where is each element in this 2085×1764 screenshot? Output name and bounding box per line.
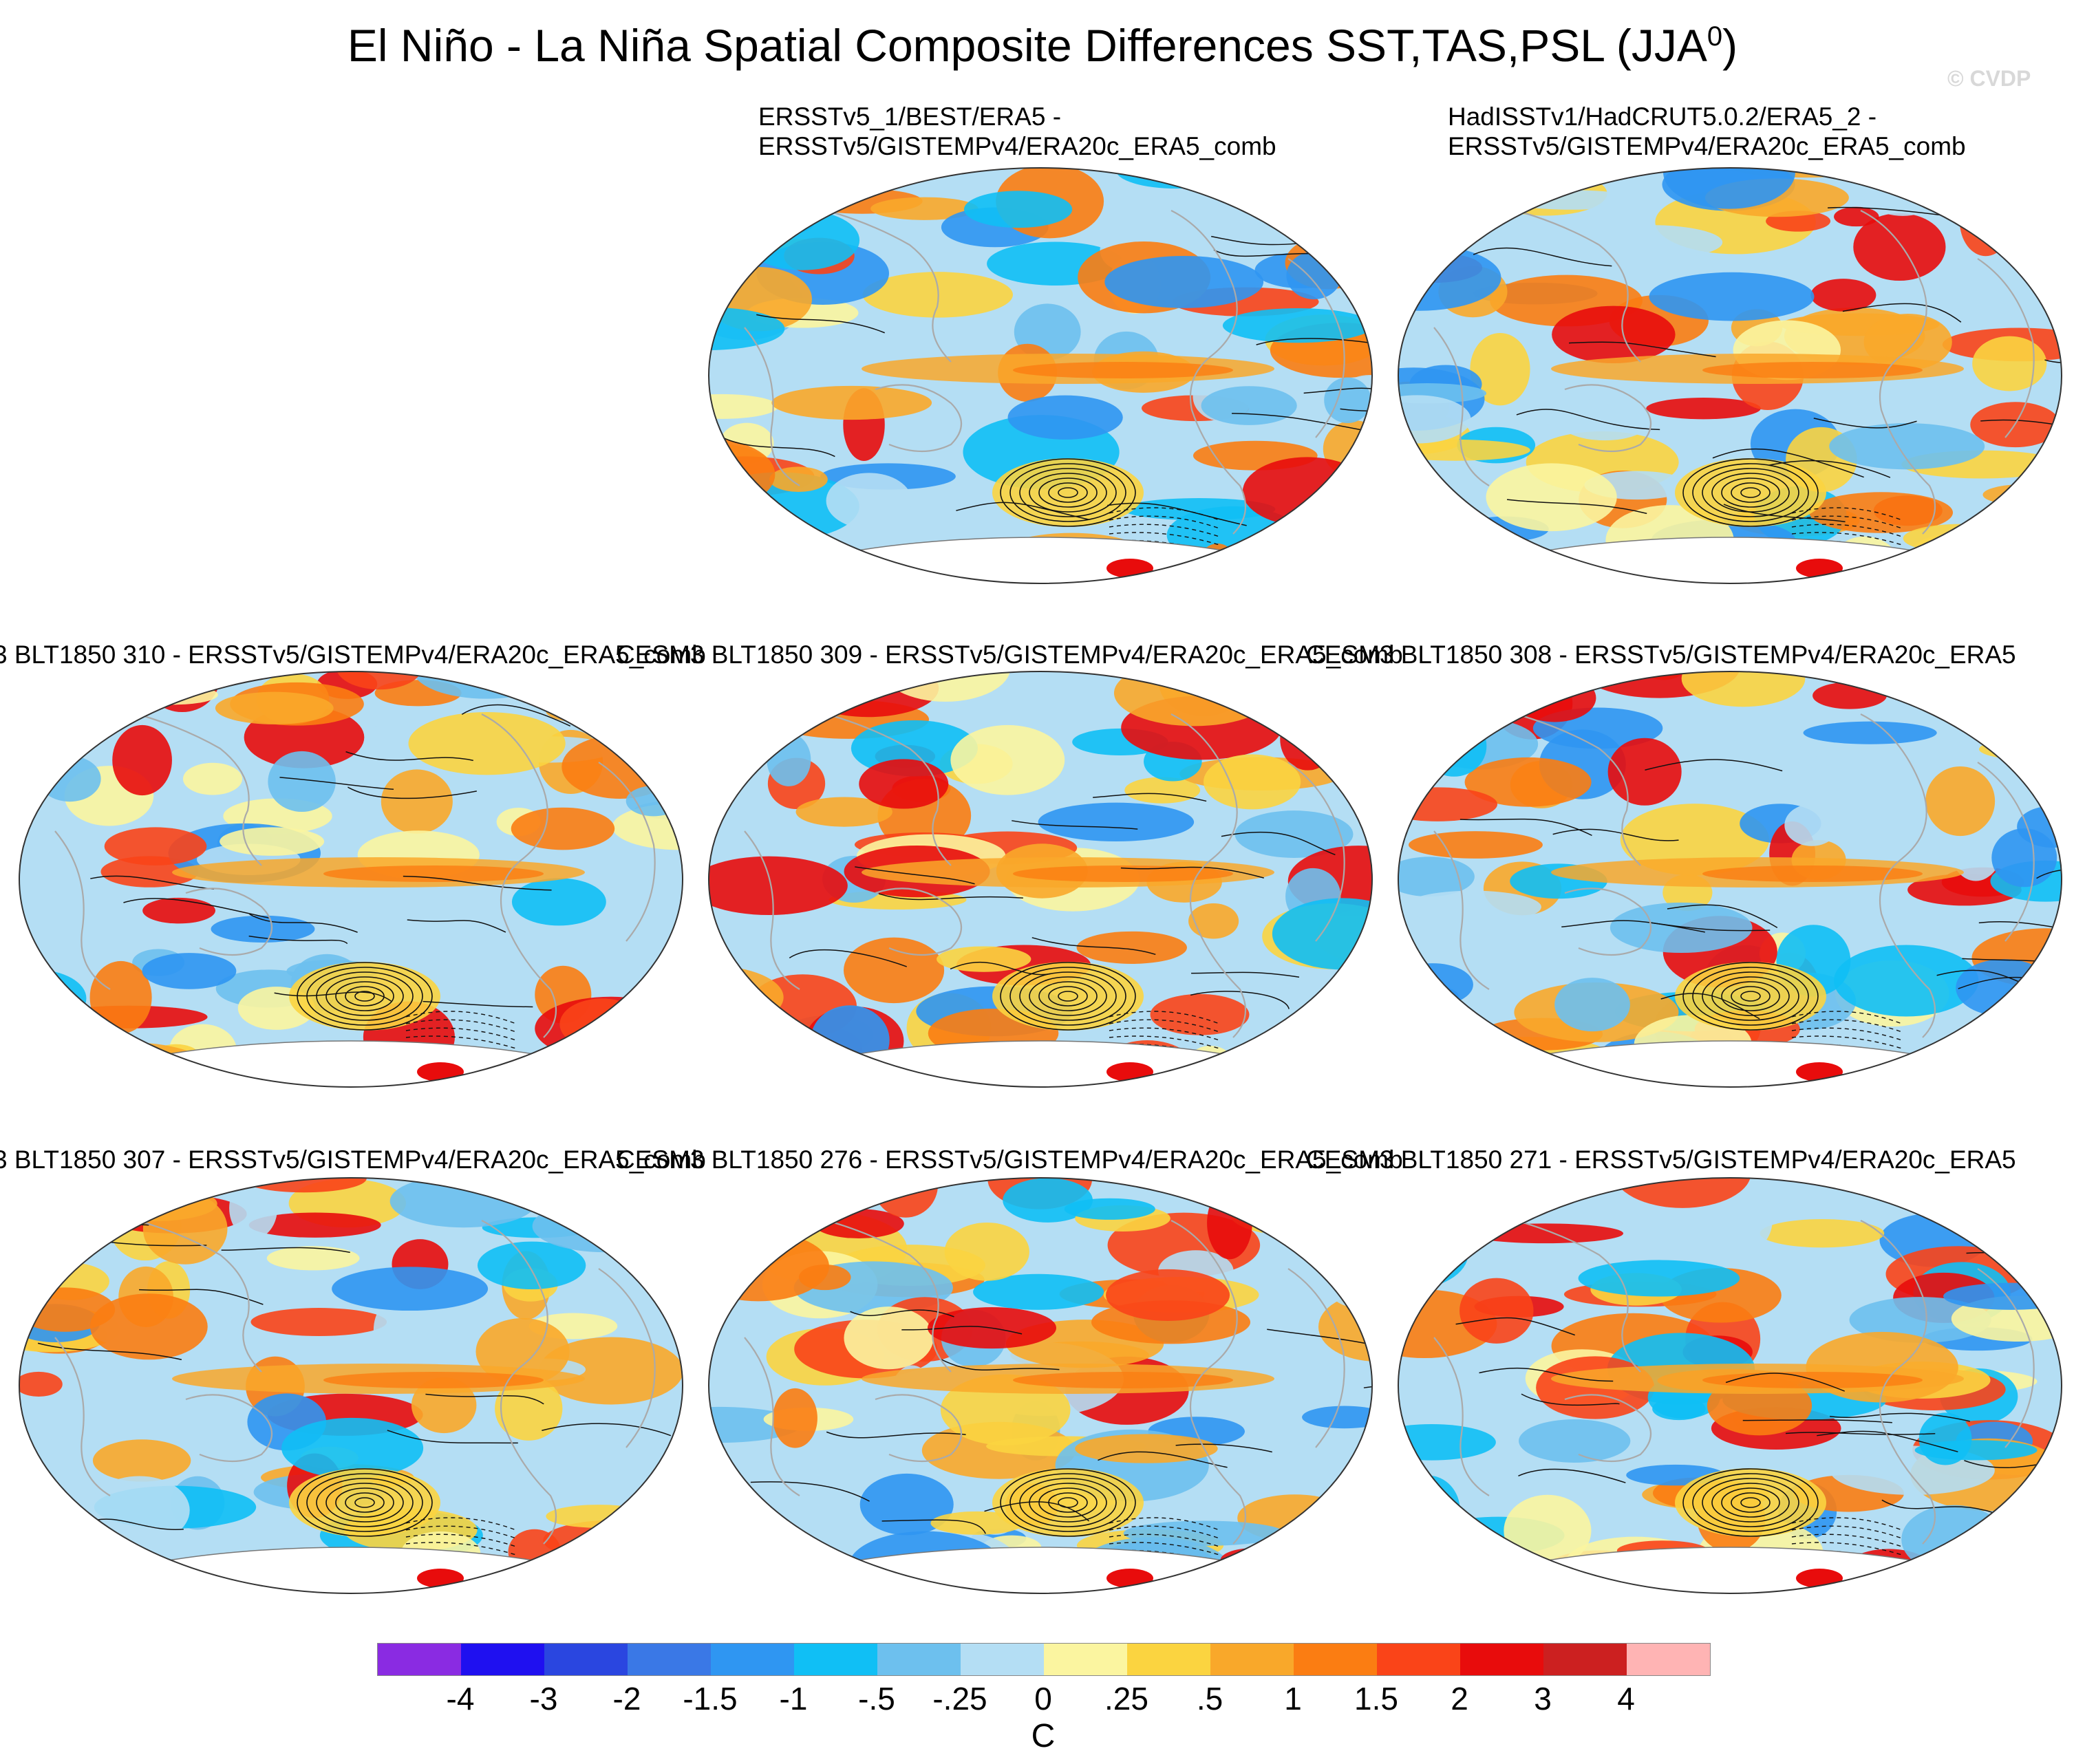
- globe-map: [1398, 671, 2062, 1088]
- colorbar-tick-label: 4: [1617, 1681, 1635, 1717]
- map-panel-1: [703, 162, 1378, 589]
- colorbar-unit-label: C: [1031, 1718, 1056, 1754]
- panel-label-7: CESM3 BLT1850 276 - ERSSTv5/GISTEMPv4/ER…: [617, 1145, 1403, 1174]
- colorbar-box: [1460, 1644, 1543, 1675]
- globe-map: [1398, 1177, 2062, 1594]
- globe-map: [19, 671, 683, 1088]
- globe-map: [19, 1177, 683, 1594]
- map-panel-5: [1393, 666, 2067, 1093]
- panel-label-1: ERSSTv5_1/BEST/ERA5 - ERSSTv5/GISTEMPv4/E…: [758, 103, 1276, 160]
- colorbar-box: [1543, 1644, 1627, 1675]
- copyright-watermark: © CVDP: [1947, 66, 2031, 91]
- colorbar-box: [1210, 1644, 1294, 1675]
- colorbar-tick-label: 2: [1451, 1681, 1468, 1717]
- map-panel-6: [14, 1172, 688, 1599]
- panel-label-6: 3 BLT1850 307 - ERSSTv5/GISTEMPv4/ERA20c…: [0, 1145, 706, 1174]
- colorbar-tick-label: 3: [1534, 1681, 1552, 1717]
- colorbar-box: [1044, 1644, 1127, 1675]
- colorbar-tick-label: -2: [612, 1681, 641, 1717]
- colorbar-box: [794, 1644, 877, 1675]
- colorbar-tick-label: .25: [1104, 1681, 1148, 1717]
- panel-label-2: HadISSTv1/HadCRUT5.0.2/ERA5_2 - ERSSTv5/G…: [1448, 103, 1966, 160]
- colorbar-box: [628, 1644, 711, 1675]
- colorbar-box: [1627, 1644, 1710, 1675]
- colorbar-tick-label: -1.5: [683, 1681, 738, 1717]
- colorbar-box: [1294, 1644, 1377, 1675]
- panel-label-4: CESM3 BLT1850 309 - ERSSTv5/GISTEMPv4/ER…: [617, 641, 1403, 669]
- panel-label-3: 3 BLT1850 310 - ERSSTv5/GISTEMPv4/ERA20c…: [0, 641, 706, 669]
- colorbar-tick-label: -4: [446, 1681, 475, 1717]
- colorbar-box: [1377, 1644, 1460, 1675]
- colorbar-tick-label: 1.5: [1354, 1681, 1398, 1717]
- panel-label-5: CESM3 BLT1850 308 - ERSSTv5/GISTEMPv4/ER…: [1306, 641, 2016, 669]
- map-panel-4: [703, 666, 1378, 1093]
- panel-label-8: CESM3 BLT1850 271 - ERSSTv5/GISTEMPv4/ER…: [1306, 1145, 2016, 1174]
- colorbar-box: [378, 1644, 461, 1675]
- globe-map: [1398, 167, 2062, 584]
- figure-title: El Niño - La Niña Spatial Composite Diff…: [347, 20, 1738, 71]
- colorbar-box: [877, 1644, 961, 1675]
- colorbar-box: [1127, 1644, 1210, 1675]
- map-panel-2: [1393, 162, 2067, 589]
- colorbar-box: [961, 1644, 1044, 1675]
- colorbar-tick-label: -1: [779, 1681, 808, 1717]
- colorbar-tick-label: -.25: [932, 1681, 987, 1717]
- colorbar-tick-label: .5: [1196, 1681, 1223, 1717]
- globe-map: [708, 167, 1373, 584]
- colorbar-tick-label: -3: [529, 1681, 558, 1717]
- map-panel-7: [703, 1172, 1378, 1599]
- globe-map: [708, 671, 1373, 1088]
- colorbar-tick-label: 0: [1034, 1681, 1052, 1717]
- colorbar-box: [461, 1644, 544, 1675]
- colorbar-tick-label: 1: [1284, 1681, 1302, 1717]
- map-panel-3: [14, 666, 688, 1093]
- colorbar-box: [544, 1644, 628, 1675]
- colorbar: [377, 1643, 1711, 1676]
- map-panel-8: [1393, 1172, 2067, 1599]
- globe-map: [708, 1177, 1373, 1594]
- colorbar-box: [711, 1644, 794, 1675]
- colorbar-tick-label: -.5: [858, 1681, 895, 1717]
